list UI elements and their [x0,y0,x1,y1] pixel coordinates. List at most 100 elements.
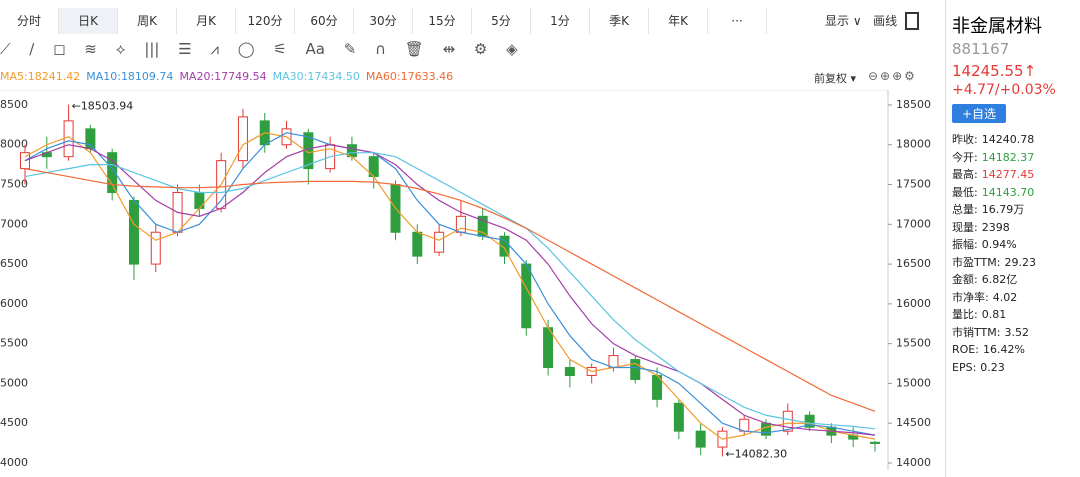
y-tick-label-left: 18500 [0,98,28,111]
ma-legend: MA5:18241.42 MA10:18109.74 MA20:17749.54 MA… [0,70,945,88]
period-tab[interactable]: 5分 [472,8,531,34]
stat-label: 金额: [952,273,978,286]
stat-row: 总量: 16.79万 [952,201,1080,219]
legend-entry: MA30:17434.50 [272,70,360,83]
period-tabs: 分时 日K 周K 月K 120分 60分 30分 15分 5分 1分 季K 年K ··· [0,8,945,34]
candle-body [150,231,161,265]
stat-row: 金额: 6.82亿 [952,271,1080,289]
candle-body [543,327,554,369]
stat-label: 最高: [952,168,978,181]
y-tick-label: 14500 [896,416,931,429]
period-tab[interactable]: 1分 [531,8,590,34]
period-tab[interactable]: 15分 [413,8,472,34]
adjust-menu[interactable]: 前复权 ▾ [814,72,857,85]
stat-label: 振幅: [952,238,978,251]
chart: 14000 14000 14500 14500 15000 15000 15500 15500… [0,90,931,470]
candle-body [434,231,445,253]
candle-body [695,430,706,448]
y-tick-label: 14000 [896,456,931,469]
stat-row: 市净率: 4.02 [952,289,1080,307]
drawing-tools: ⟋ ∕ ◻ ≋ ⟡ ||| ☰ ⩘ ◯ ⚟ Aa ✎ ∩ 🗑 ⇹ ⚙ ◈ [0,40,518,58]
period-tab[interactable]: 分时 [0,8,59,34]
draw-button[interactable]: 画线 [873,14,898,28]
period-tab[interactable]: ··· [708,8,767,34]
stat-label: 最低: [952,185,978,199]
stat-label: ROE: [952,343,979,356]
ma-line [24,132,876,436]
add-watchlist[interactable]: +自选 [952,104,1007,123]
y-tick-label-left: 15000 [0,376,28,389]
candle-body [412,231,423,257]
legend-entry: MA10:18109.74 [86,70,174,83]
stat-row: 最高: 14277.45 [952,166,1080,184]
candle-body [673,402,684,432]
stat-value: 0.81 [981,308,1007,321]
stat-value: 14277.45 [981,168,1035,181]
y-tick-label: 15500 [896,337,931,350]
period-tab[interactable]: 日K [59,8,118,34]
ma-line [24,152,876,430]
zoom-icons[interactable]: ⊖⊕⊕⚙ [868,69,917,83]
stat-label: 总量: [952,203,978,216]
stat-label: 昨收: [952,133,978,146]
stat-row: 市销TTM: 3.52 [952,324,1080,342]
ma-line [24,168,876,412]
y-tick-label: 17500 [896,178,931,191]
stat-label: 现量: [952,220,978,234]
y-tick-label: 15000 [896,376,931,389]
stat-row: 今开: 14182.37 [952,149,1080,167]
top-right: 显示 ∨ 画线 [825,8,919,34]
stat-value: 6.82亿 [981,273,1018,286]
annotation: ←14082.30 [725,447,787,460]
stat-label: EPS: [952,360,977,374]
candle-body [499,235,510,257]
display-menu[interactable]: 显示 ∨ [825,14,862,28]
layout-icon[interactable] [904,12,919,30]
change: +4.77/+0.03% [952,82,1056,98]
candle-body [739,418,750,432]
y-tick-label-left: 15500 [0,337,28,350]
stat-value: 14143.70 [981,185,1035,199]
stat-row: ROE: 16.42% [952,341,1080,359]
stat-label: 市盈TTM: [952,255,1001,269]
y-tick-label-left: 14000 [0,456,28,469]
ma-line [24,144,876,436]
candle-body [564,367,575,376]
stat-value: 0.94% [981,238,1017,251]
candle-body [107,152,118,193]
stats: 昨收: 14240.78 今开: 14182.37 最高: 14277.45 最低: 1414… [952,131,1080,376]
stock-code: 881167 [952,40,1010,58]
candle-body [870,441,880,444]
legend-entry: MA20:17749.54 [179,70,267,83]
period-tab[interactable]: 30分 [354,8,413,34]
candle-body [630,359,641,380]
y-tick-label: 18000 [896,138,931,151]
stat-row: 现量: 2398 [952,219,1080,237]
y-tick-label: 16500 [896,257,931,270]
candle-body [346,144,357,158]
stat-row: 市盈TTM: 29.23 [952,254,1080,272]
stat-value: 3.52 [1004,325,1029,339]
y-tick-label-left: 14500 [0,416,28,429]
candle-body [782,410,793,432]
stat-label: 今开: [952,150,978,164]
stat-label: 市销TTM: [952,325,1001,339]
stat-value: 29.23 [1004,255,1036,269]
period-tab[interactable]: 季K [590,8,649,34]
ma-line [24,132,876,440]
candle-body [608,355,619,369]
period-tab[interactable]: 周K [118,8,177,34]
legend-entry: MA60:17633.46 [365,70,454,83]
candle-body [804,414,815,428]
y-tick-label-left: 17000 [0,217,28,230]
period-tab[interactable]: 120分 [236,8,295,34]
period-tab[interactable]: 月K [177,8,236,34]
stat-row: 最低: 14143.70 [952,184,1080,202]
candle-body [237,116,248,162]
y-tick-label: 18500 [896,98,931,111]
candle-body [521,263,532,329]
period-tab[interactable]: 60分 [295,8,354,34]
period-tab[interactable]: 年K [649,8,708,34]
stat-value: 16.79万 [981,203,1025,216]
